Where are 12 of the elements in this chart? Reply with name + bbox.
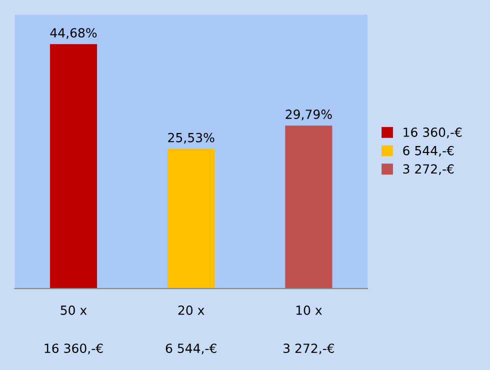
text: 6 544,-€	[166, 344, 216, 354]
text: 3 272,-€	[284, 344, 334, 354]
x-tick-label: 50 x	[60, 305, 87, 315]
legend-label: 16 360,-€	[404, 128, 462, 138]
legend-label: 6 544,-€	[403, 146, 454, 157]
x-tick-label: 10 x	[296, 305, 322, 315]
x-tick-label: 20 x	[178, 305, 204, 315]
data-label: 29,79%	[286, 110, 332, 120]
legend-label: 3 272,-€	[403, 164, 454, 175]
data-label: 44,68%	[50, 28, 97, 39]
text: 16 360,-€	[44, 344, 103, 354]
data-label: 25,53%	[168, 132, 214, 144]
